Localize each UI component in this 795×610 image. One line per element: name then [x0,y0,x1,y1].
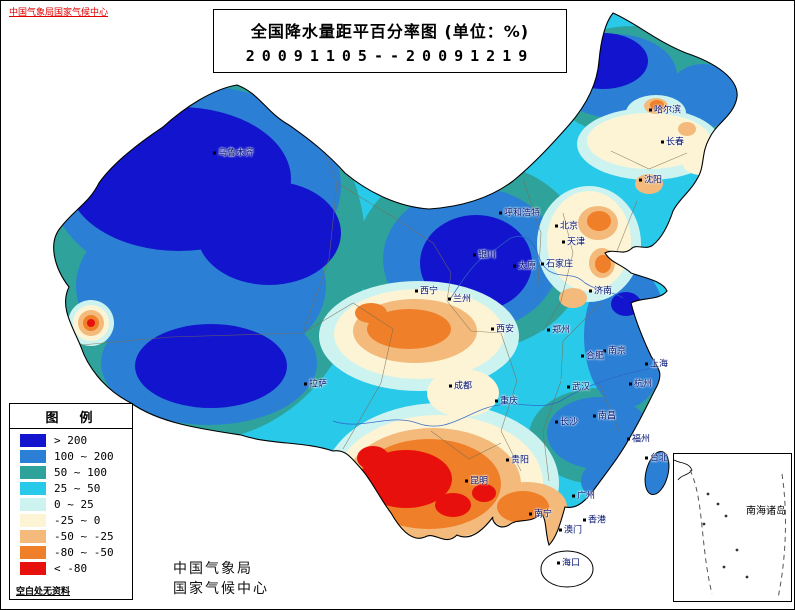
map-region [367,309,451,349]
legend-row: < -80 [10,560,132,576]
south-china-sea-map [674,459,786,599]
legend-label: -50 ~ -25 [54,529,114,543]
legend-row: 25 ~ 50 [10,480,132,496]
legend-label: 25 ~ 50 [54,481,101,495]
legend-row: 0 ~ 25 [10,496,132,512]
south-china-sea-inset: 南海诸岛 [673,453,792,602]
map-region [559,288,587,308]
map-region [587,211,611,231]
map-region [58,86,80,108]
corner-note: 中国气象局国家气候中心 [9,8,109,18]
legend-swatch [20,465,46,479]
legend-swatch [20,433,46,447]
map-region [611,292,641,316]
legend-swatch [20,449,46,463]
taiwan-island [644,450,670,496]
legend-row: 100 ~ 200 [10,448,132,464]
legend-box: 图 例 > 200 100 ~ 200 50 ~ 100 25 ~ 50 0 ~ 25 -… [9,403,133,600]
legend-swatch [20,529,46,543]
map-region [472,484,496,502]
legend-row: > 200 [10,432,132,448]
legend-rows: > 200 100 ~ 200 50 ~ 100 25 ~ 50 0 ~ 25 -25 ~… [10,429,132,576]
legend-label: 0 ~ 25 [54,497,94,511]
legend-label: > 200 [54,433,88,447]
map-region [547,397,651,469]
map-region [355,303,387,323]
legend-label: 50 ~ 100 [54,465,107,479]
map-region [87,319,95,327]
map-region [497,491,549,523]
legend-swatch [20,561,46,575]
agency-line2: 国家气候中心 [173,581,269,597]
map-region [558,33,648,89]
map-title-box: 全国降水量距平百分率图 (单位：%) 20091105--20091219 [213,9,567,73]
map-region [635,174,663,194]
legend-label: < -80 [54,561,88,575]
legend-title: 图 例 [10,404,132,429]
rivers [332,235,654,427]
nine-dash-line [689,469,713,595]
agency-line1: 中国气象局 [173,561,253,577]
map-region [581,459,637,503]
map-region [547,191,631,291]
agency-footer: 中国气象局 国家气候中心 [173,559,269,599]
map-region [197,181,341,285]
map-date-range: 20091105--20091219 [245,46,535,65]
legend-label: -25 ~ 0 [54,513,101,527]
legend-row: -25 ~ 0 [10,512,132,528]
map-region [53,81,85,113]
map-region [427,369,499,417]
legend-swatch [20,545,46,559]
legend-swatch [20,513,46,527]
legend-footnote: 空白处无资料 [16,587,71,597]
map-title: 全国降水量距平百分率图 (单位：%) [250,21,530,41]
legend-swatch [20,481,46,495]
map-region [435,493,471,517]
map-region [357,446,389,470]
legend-label: 100 ~ 200 [54,449,114,463]
inset-label: 南海诸岛 [746,506,786,517]
legend-row: -50 ~ -25 [10,528,132,544]
map-region [595,255,611,273]
hainan-island [540,550,594,588]
map-region [678,122,696,136]
legend-row: -80 ~ -50 [10,544,132,560]
map-region [683,153,719,175]
legend-row: 50 ~ 100 [10,464,132,480]
legend-label: -80 ~ -50 [54,545,114,559]
map-region [650,100,664,110]
country-outline [53,12,738,547]
map-region [135,324,287,408]
legend-swatch [20,497,46,511]
